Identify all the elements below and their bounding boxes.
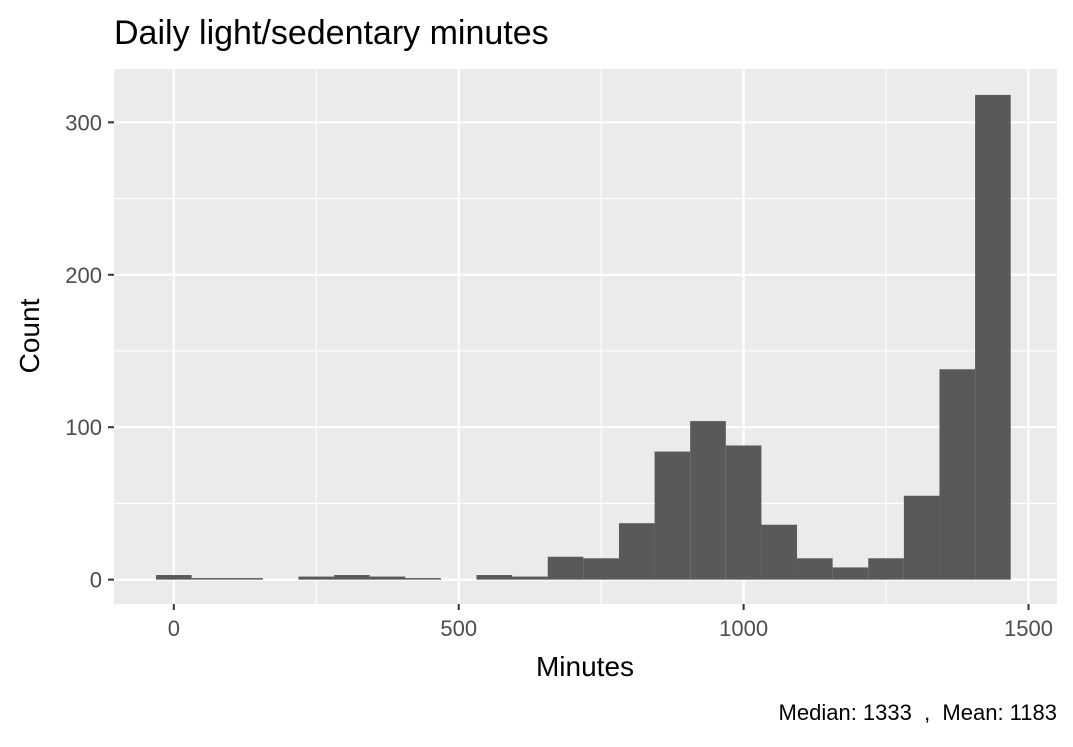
y-tick-label: 100	[65, 415, 102, 440]
histogram-bar	[227, 578, 263, 580]
chart-caption: Median: 1333 , Mean: 1183	[779, 700, 1057, 725]
histogram-bar	[654, 451, 691, 580]
histogram-bar	[369, 576, 406, 580]
histogram-bar	[476, 575, 513, 580]
x-axis: 0 500 1000 1500	[168, 604, 1053, 641]
x-tick-label: 1000	[719, 616, 768, 641]
histogram-bar	[761, 524, 798, 580]
y-axis: 0 100 200 300	[65, 110, 114, 593]
histogram-bars	[156, 94, 1011, 580]
x-tick-label: 500	[440, 616, 477, 641]
histogram-bar	[512, 576, 548, 580]
y-tick-label: 0	[90, 568, 102, 593]
histogram-bar	[618, 523, 655, 580]
histogram-bar	[405, 578, 441, 580]
histogram-bar	[156, 575, 192, 580]
minor-gridlines	[114, 69, 1057, 604]
chart-title: Daily light/sedentary minutes	[114, 14, 549, 52]
y-tick-label: 300	[65, 110, 102, 135]
y-tick-label: 200	[65, 263, 102, 288]
histogram-bar	[868, 558, 904, 580]
y-axis-title: Count	[14, 298, 45, 373]
histogram-bar	[725, 445, 762, 580]
histogram-bar	[690, 421, 726, 580]
histogram-bar	[797, 558, 833, 580]
histogram-bar	[832, 567, 869, 580]
x-tick-label: 0	[168, 616, 180, 641]
histogram-bar	[939, 369, 976, 580]
histogram-bar	[298, 576, 335, 580]
histogram-bar	[975, 94, 1011, 580]
histogram-bar	[191, 578, 228, 580]
x-tick-label: 1500	[1004, 616, 1053, 641]
x-axis-title: Minutes	[536, 651, 634, 682]
histogram-bar	[583, 558, 619, 580]
histogram-bar	[903, 495, 940, 580]
histogram-bar	[334, 575, 370, 580]
histogram-bar	[547, 556, 584, 580]
plot-panel	[114, 69, 1057, 604]
